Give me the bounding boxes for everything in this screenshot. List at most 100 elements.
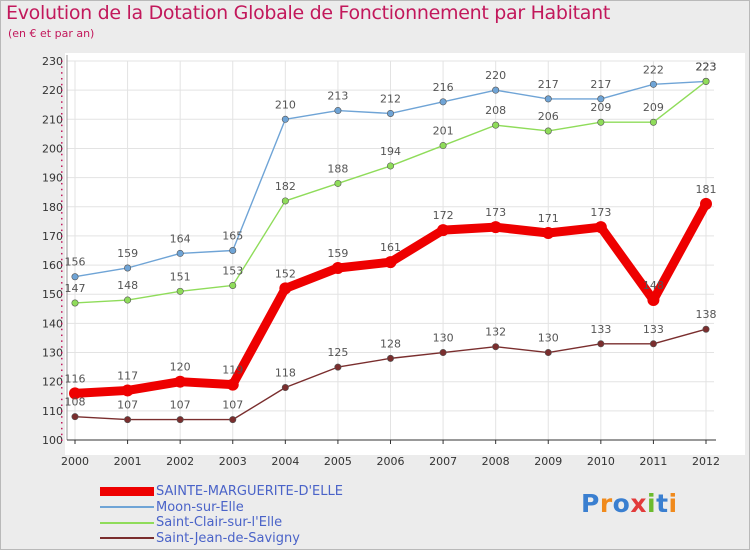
data-label-2: 188: [327, 162, 348, 175]
logo-letter: P: [581, 489, 600, 518]
data-point-3: [124, 416, 132, 424]
data-label-2: 223: [696, 60, 717, 73]
data-label-0: 181: [696, 183, 717, 196]
x-tick-label: 2009: [534, 455, 562, 468]
y-tick-label: 120: [42, 376, 63, 389]
y-minor-tick: [61, 77, 63, 80]
chart-title: Evolution de la Dotation Globale de Fonc…: [6, 2, 611, 24]
y-minor-tick: [61, 130, 63, 132]
y-minor-tick: [61, 357, 63, 360]
data-label-0: 173: [485, 206, 506, 219]
data-label-1: 165: [222, 230, 243, 243]
y-tick-label: 170: [42, 230, 63, 243]
data-label-1: 212: [380, 92, 401, 105]
data-label-2: 209: [590, 101, 611, 114]
data-point-1: [124, 264, 132, 272]
y-minor-tick: [61, 270, 63, 272]
data-point-3: [334, 363, 342, 371]
data-label-2: 153: [222, 264, 243, 277]
data-label-0: 173: [590, 206, 611, 219]
data-point-3: [71, 413, 79, 421]
logo-letter: i: [647, 489, 657, 518]
y-minor-tick: [61, 159, 63, 162]
data-label-0: 116: [65, 372, 86, 385]
y-minor-tick: [61, 381, 63, 383]
data-point-0: [174, 375, 187, 388]
data-point-3: [386, 354, 394, 362]
legend-label-0: SAINTE-MARGUERITE-D'ELLE: [156, 484, 343, 499]
y-minor-tick: [61, 165, 63, 167]
data-point-0: [279, 282, 292, 295]
x-tick-label: 2012: [692, 455, 720, 468]
y-minor-tick: [61, 427, 63, 430]
data-label-2: 208: [485, 104, 506, 117]
data-label-0: 159: [327, 247, 348, 260]
data-point-1: [439, 98, 447, 106]
y-minor-tick: [61, 352, 63, 354]
y-minor-tick: [61, 188, 63, 191]
data-point-2: [649, 118, 657, 126]
x-tick-label: 2010: [587, 455, 615, 468]
legend-label-2: Saint-Clair-sur-l'Elle: [156, 515, 283, 530]
data-point-1: [281, 115, 289, 123]
legend-item-0: SAINTE-MARGUERITE-D'ELLE: [100, 484, 343, 500]
data-point-3: [176, 416, 184, 424]
data-point-2: [386, 162, 394, 170]
data-label-2: 151: [170, 270, 191, 283]
data-label-3: 107: [117, 399, 138, 412]
y-minor-tick: [61, 136, 63, 138]
data-point-0: [489, 221, 502, 234]
y-minor-tick: [61, 392, 63, 395]
data-point-0: [69, 387, 81, 400]
y-minor-tick: [61, 89, 63, 92]
y-tick-label: 130: [42, 347, 63, 360]
data-point-3: [649, 340, 657, 348]
data-label-1: 216: [433, 81, 454, 94]
data-point-2: [334, 179, 342, 187]
data-point-0: [331, 261, 344, 274]
y-minor-tick: [61, 217, 63, 220]
data-point-3: [439, 349, 447, 357]
y-tick-label: 140: [42, 317, 63, 330]
data-label-0: 171: [538, 212, 559, 225]
data-point-1: [492, 86, 500, 94]
data-label-3: 138: [696, 308, 717, 321]
data-label-3: 133: [643, 323, 664, 336]
y-minor-tick: [61, 177, 63, 179]
y-minor-tick: [61, 340, 63, 342]
data-label-0: 120: [170, 361, 191, 374]
data-point-2: [439, 142, 447, 150]
x-tick-label: 2007: [429, 455, 457, 468]
legend-swatch-3: [100, 537, 154, 540]
y-minor-tick: [61, 212, 63, 214]
y-minor-tick: [61, 241, 63, 243]
y-minor-tick: [61, 112, 63, 115]
y-minor-tick: [61, 258, 63, 261]
x-tick-label: 2001: [114, 455, 142, 468]
y-tick-label: 190: [42, 172, 63, 185]
data-label-0: 152: [275, 267, 296, 280]
data-label-1: 213: [327, 90, 348, 103]
data-label-2: 194: [380, 145, 401, 158]
data-point-0: [437, 224, 450, 237]
y-minor-tick: [61, 153, 63, 156]
data-label-2: 206: [538, 110, 559, 123]
data-label-3: 133: [590, 323, 611, 336]
data-point-3: [544, 349, 552, 357]
x-tick-label: 2011: [639, 455, 667, 468]
data-point-0: [700, 197, 712, 210]
data-point-1: [229, 247, 237, 255]
data-point-1: [597, 95, 605, 103]
y-minor-tick: [61, 387, 63, 389]
data-label-3: 130: [538, 332, 559, 345]
y-minor-tick: [61, 334, 63, 337]
y-tick-label: 100: [42, 434, 63, 447]
y-minor-tick: [61, 322, 63, 325]
data-label-1: 164: [170, 232, 191, 245]
data-point-1: [176, 249, 184, 257]
data-label-1: 159: [117, 247, 138, 260]
y-minor-tick: [61, 375, 63, 377]
y-tick-label: 230: [42, 55, 63, 68]
data-point-2: [544, 127, 552, 135]
